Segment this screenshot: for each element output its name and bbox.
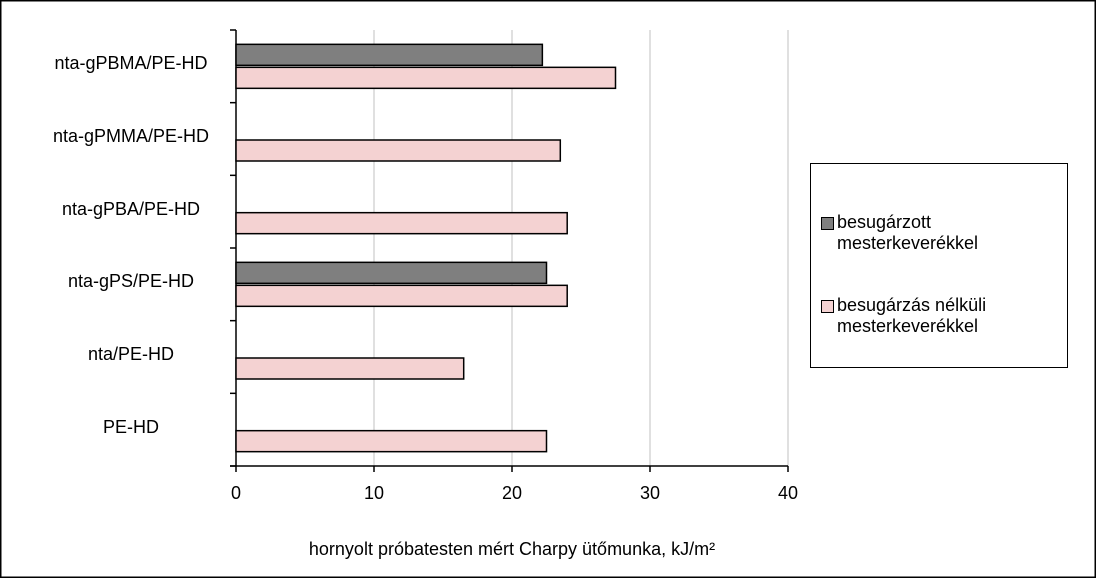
- legend-label: besugárzás nélküli mesterkeverékkel: [837, 295, 987, 336]
- x-tick-label: 30: [640, 483, 660, 503]
- bar: [235, 211, 568, 235]
- x-tick-label: 10: [364, 483, 384, 503]
- bar: [235, 66, 617, 90]
- legend-label: besugárzott mesterkeverékkel: [837, 212, 979, 253]
- x-tick-label: 0: [231, 483, 241, 503]
- y-tick-label: nta-gPMMA/PE-HD: [52, 126, 210, 146]
- bar: [235, 43, 544, 67]
- legend-swatch: [821, 217, 834, 230]
- y-tick-label: nta/PE-HD: [87, 344, 175, 364]
- legend-item: besugárzás nélküli mesterkeverékkel: [821, 295, 1077, 337]
- y-tick-label: nta-gPS/PE-HD: [67, 271, 195, 292]
- y-tick-label: PE-HD: [102, 416, 159, 437]
- y-tick-label: nta-gPBMA/PE-HD: [54, 53, 208, 74]
- x-tick-label: 20: [502, 483, 522, 503]
- bar: [235, 284, 568, 308]
- x-axis-label: hornyolt próbatesten mért Charpy ütőmunk…: [309, 539, 715, 559]
- bar: [235, 357, 465, 380]
- bar: [235, 139, 562, 162]
- bar: [235, 261, 548, 285]
- legend: besugárzott mesterkeverékkel besugárzás n…: [810, 163, 1068, 368]
- legend-swatch: [821, 300, 834, 313]
- x-tick-label: 40: [778, 483, 798, 503]
- bar: [235, 429, 548, 453]
- y-tick-label: nta-gPBA/PE-HD: [61, 198, 201, 219]
- legend-item: besugárzott mesterkeverékkel: [821, 212, 1077, 254]
